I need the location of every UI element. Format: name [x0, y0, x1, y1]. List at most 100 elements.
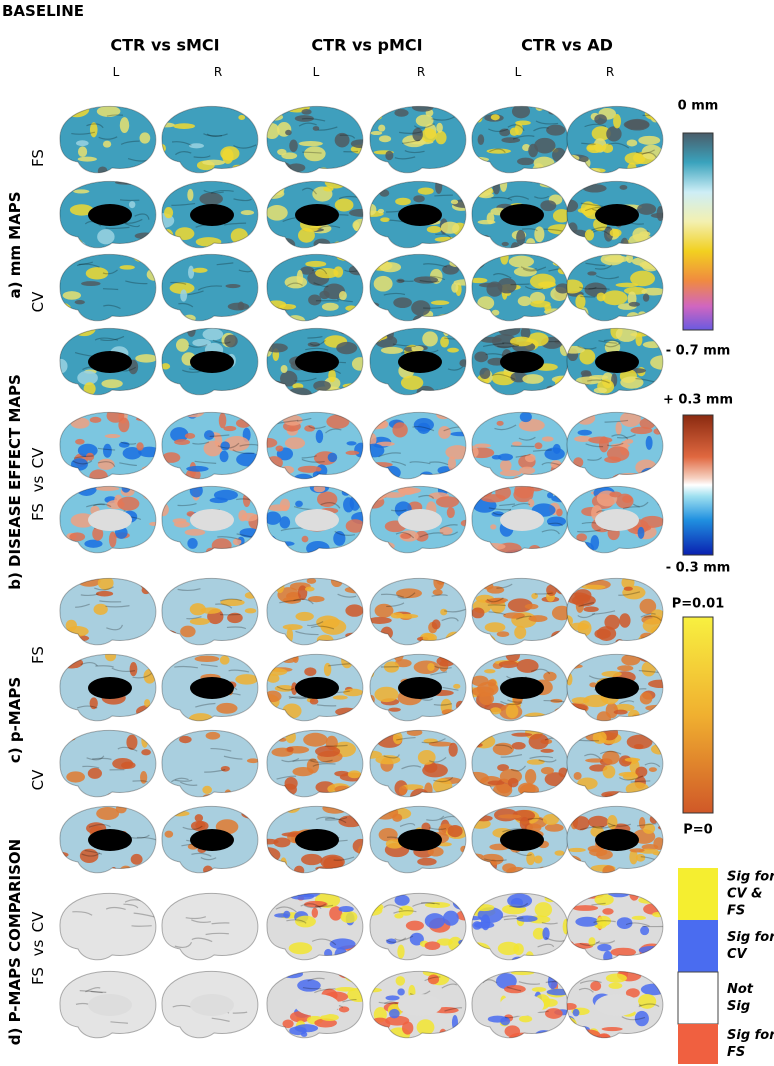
brain-patch	[62, 291, 82, 300]
brain-patch	[369, 860, 378, 873]
sulcus	[98, 136, 118, 140]
sulcus	[314, 988, 336, 994]
brain-patch	[241, 809, 258, 819]
brain-patch	[498, 328, 521, 337]
brain-patch	[611, 473, 633, 479]
brain-patch	[85, 267, 109, 280]
brain-patch	[187, 265, 195, 279]
brain-patch	[266, 456, 283, 470]
sulcus	[637, 823, 657, 827]
sulcus	[325, 817, 347, 824]
brain-patch	[173, 123, 196, 129]
brain-outline	[59, 729, 157, 798]
brain-patch	[369, 488, 387, 501]
brain-patch	[286, 387, 313, 395]
sulcus	[191, 852, 212, 857]
medial-wall	[398, 994, 442, 1016]
brain-patch	[489, 707, 502, 715]
sulcus	[342, 998, 357, 1003]
brain-patch	[597, 943, 612, 952]
sulcus	[309, 339, 326, 346]
sulcus	[187, 290, 204, 296]
brain-patch	[524, 453, 536, 463]
brain-patch	[67, 543, 76, 553]
brain-patch	[613, 709, 628, 715]
brain-patch	[286, 627, 294, 644]
brain-patch	[92, 526, 104, 541]
brain-patch	[651, 609, 663, 620]
brain-patch	[347, 987, 363, 1002]
colorbar-label: - 0.7 mm	[665, 343, 731, 359]
sulcus	[383, 754, 400, 759]
brain-patch	[385, 995, 400, 1001]
brain-patch	[392, 422, 408, 438]
brain-patch	[266, 511, 282, 525]
brain-patch	[297, 585, 308, 601]
brain-patch	[162, 452, 181, 463]
brain-patch	[440, 336, 449, 348]
brain-patch	[623, 119, 650, 130]
brain-patch	[471, 578, 489, 581]
brain-patch	[453, 279, 466, 286]
brain-patch	[327, 452, 338, 463]
brain-patch	[574, 589, 592, 601]
brain-outline	[369, 180, 467, 249]
brain-patch	[507, 893, 533, 908]
sulcus	[591, 226, 611, 232]
row-label: FS	[29, 149, 47, 167]
brain-patch	[172, 311, 180, 321]
sulcus	[182, 825, 203, 830]
brain-surface	[471, 486, 568, 553]
colorbar-p	[682, 616, 714, 814]
brain-patch	[149, 521, 156, 526]
brain-patch	[511, 732, 533, 737]
sulcus	[315, 816, 335, 820]
brain-patch	[121, 486, 131, 493]
brain-patch	[143, 309, 156, 317]
brain-outline	[471, 327, 569, 396]
brain-outline	[161, 485, 259, 554]
brain-patch	[555, 730, 568, 737]
sulcus	[281, 758, 300, 763]
brain-patch	[527, 332, 549, 347]
brain-patch	[396, 588, 422, 599]
brain-patch	[558, 767, 568, 778]
brain-patch	[615, 493, 634, 509]
brain-patch	[560, 170, 568, 173]
brain-patch	[542, 927, 550, 941]
medial-wall	[595, 351, 639, 373]
brain-patch	[619, 613, 631, 628]
sulcus	[203, 133, 223, 137]
sulcus	[324, 744, 348, 747]
sulcus	[488, 507, 512, 511]
brain-patch	[602, 750, 620, 765]
brain-patch	[442, 264, 459, 275]
brain-patch	[517, 296, 532, 307]
brain-patch	[603, 950, 613, 960]
brain-patch	[431, 619, 441, 630]
brain-patch	[93, 603, 108, 615]
brain-outline	[266, 653, 364, 722]
sulcus	[276, 775, 297, 780]
brain-patch	[534, 902, 553, 918]
brain-patch	[336, 254, 358, 261]
brain-patch	[297, 979, 321, 992]
brain-patch	[577, 165, 585, 173]
brain-patch	[348, 264, 363, 276]
brain-patch	[479, 853, 504, 866]
brain-surface	[161, 181, 258, 248]
medial-wall	[595, 204, 639, 226]
brain-surface	[566, 806, 663, 873]
brain-patch	[451, 282, 459, 293]
sulcus	[286, 919, 307, 924]
brain-patch	[471, 791, 485, 797]
brain-patch	[650, 355, 663, 370]
sulcus	[638, 669, 659, 674]
brain-patch	[474, 443, 491, 448]
brain-surface	[566, 328, 663, 395]
brain-patch	[187, 188, 194, 202]
brain-patch	[336, 341, 358, 355]
brain-patch	[525, 951, 535, 960]
legend-label: Sig for CV & FS	[727, 869, 774, 919]
section-label: b) DISEASE EFFECT MAPS	[6, 374, 24, 590]
